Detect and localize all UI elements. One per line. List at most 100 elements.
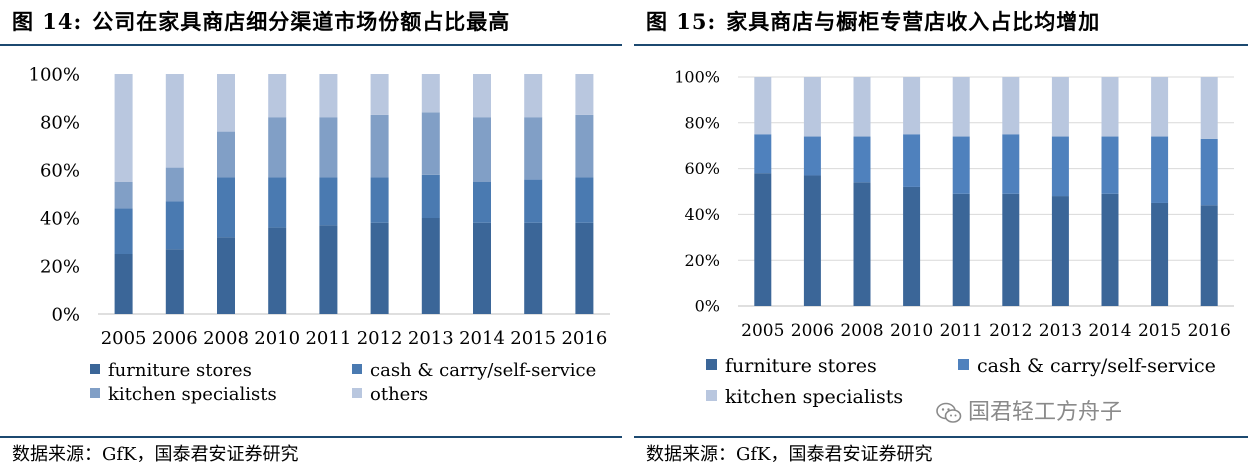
legend-label: cash & carry/self-service bbox=[977, 355, 1216, 377]
legend-swatch bbox=[90, 388, 100, 398]
legend-swatch bbox=[90, 364, 100, 374]
figure-15-top-rule bbox=[634, 44, 1248, 46]
bar-segment-kitchen-specialists bbox=[370, 114, 389, 178]
x-tick-label: 2005 bbox=[101, 328, 147, 349]
bar-segment-cash-carry-self-service bbox=[754, 134, 772, 174]
bar-segment-kitchen-specialists bbox=[114, 182, 133, 209]
legend-label: furniture stores bbox=[108, 360, 252, 381]
bar-segment-kitchen-specialists bbox=[1051, 77, 1069, 137]
bar-segment-kitchen-specialists bbox=[1151, 77, 1169, 137]
legend-label: kitchen specialists bbox=[725, 386, 903, 408]
y-tick-label: 0% bbox=[695, 297, 720, 316]
bar-segment-kitchen-specialists bbox=[473, 117, 491, 182]
bar-segment-others bbox=[524, 74, 543, 118]
y-tick-label: 20% bbox=[40, 256, 80, 277]
figure-15-source: 数据来源：GfK，国泰君安证券研究 bbox=[646, 444, 933, 465]
bar-segment-cash-carry-self-service bbox=[575, 177, 594, 223]
bar-segment-cash-carry-self-service bbox=[903, 134, 921, 187]
figure-15-title: 图 15: 家具商店与橱柜专营店收入占比均增加 bbox=[646, 6, 1100, 36]
y-tick-label: 40% bbox=[684, 205, 720, 224]
bar-segment-furniture-stores bbox=[268, 227, 287, 314]
panel-divider bbox=[627, 0, 628, 470]
bar-segment-furniture-stores bbox=[1101, 193, 1119, 306]
bar-segment-furniture-stores bbox=[319, 225, 338, 314]
bar-segment-furniture-stores bbox=[524, 222, 543, 314]
bar-segment-kitchen-specialists bbox=[165, 167, 184, 202]
bar-segment-furniture-stores bbox=[903, 186, 921, 306]
bar-segment-furniture-stores bbox=[1200, 205, 1218, 306]
bar-segment-cash-carry-self-service bbox=[1151, 136, 1169, 203]
bar-segment-furniture-stores bbox=[421, 218, 440, 314]
bar-segment-kitchen-specialists bbox=[268, 117, 287, 178]
bar-segment-others bbox=[268, 74, 287, 118]
bar-segment-kitchen-specialists bbox=[952, 77, 970, 137]
legend-swatch bbox=[706, 390, 717, 401]
x-tick-label: 2011 bbox=[305, 328, 351, 349]
bar-segment-cash-carry-self-service bbox=[319, 177, 338, 226]
bar-segment-others bbox=[165, 74, 184, 168]
bar-segment-furniture-stores bbox=[165, 249, 184, 314]
bar-segment-furniture-stores bbox=[217, 237, 235, 314]
bar-segment-cash-carry-self-service bbox=[114, 208, 133, 254]
bar-segment-furniture-stores bbox=[473, 222, 491, 314]
bar-segment-furniture-stores bbox=[853, 182, 871, 306]
bar-segment-cash-carry-self-service bbox=[268, 177, 287, 228]
bar-segment-cash-carry-self-service bbox=[1101, 136, 1119, 194]
figure-14-bottom-rule bbox=[0, 436, 622, 438]
bar-segment-cash-carry-self-service bbox=[370, 177, 389, 223]
legend-swatch bbox=[706, 359, 717, 370]
figure-14-title: 图 14: 公司在家具商店细分渠道市场份额占比最高 bbox=[12, 6, 510, 36]
bar-segment-furniture-stores bbox=[114, 254, 133, 314]
bar-segment-cash-carry-self-service bbox=[217, 177, 235, 238]
y-tick-label: 60% bbox=[40, 160, 80, 181]
bar-segment-furniture-stores bbox=[370, 222, 389, 314]
x-tick-label: 2011 bbox=[940, 321, 983, 341]
figure-14-top-rule bbox=[0, 44, 622, 46]
legend-swatch bbox=[352, 364, 362, 374]
bar-segment-kitchen-specialists bbox=[803, 77, 821, 137]
bar-segment-cash-carry-self-service bbox=[1051, 136, 1069, 197]
y-tick-label: 0% bbox=[51, 304, 80, 325]
x-tick-label: 2012 bbox=[989, 321, 1032, 341]
bar-segment-others bbox=[421, 74, 440, 113]
bar-segment-cash-carry-self-service bbox=[803, 136, 821, 176]
y-tick-label: 40% bbox=[40, 208, 80, 229]
bar-segment-furniture-stores bbox=[803, 175, 821, 306]
x-tick-label: 2006 bbox=[791, 321, 834, 341]
legend-label: furniture stores bbox=[725, 355, 877, 377]
bar-segment-kitchen-specialists bbox=[421, 112, 440, 175]
bar-segment-furniture-stores bbox=[952, 193, 970, 306]
bar-segment-cash-carry-self-service bbox=[165, 201, 184, 250]
x-tick-label: 2015 bbox=[1138, 321, 1181, 341]
bar-segment-kitchen-specialists bbox=[319, 117, 338, 178]
bar-segment-kitchen-specialists bbox=[524, 117, 543, 180]
y-tick-label: 80% bbox=[684, 113, 720, 132]
bar-segment-kitchen-specialists bbox=[217, 131, 235, 178]
bar-segment-kitchen-specialists bbox=[754, 77, 772, 135]
bar-segment-cash-carry-self-service bbox=[524, 179, 543, 223]
y-tick-label: 20% bbox=[684, 251, 720, 270]
figure-15-number: 图 15: bbox=[646, 9, 717, 34]
bar-segment-cash-carry-self-service bbox=[853, 136, 871, 183]
bar-segment-furniture-stores bbox=[575, 222, 594, 314]
x-tick-label: 2010 bbox=[254, 328, 300, 349]
bar-segment-others bbox=[473, 74, 491, 118]
bar-segment-kitchen-specialists bbox=[1200, 77, 1218, 139]
figure-14-chart: 0% 20% 40% 60% 80% 100% 2005 2006 2008 2010 2011 20… bbox=[29, 64, 610, 405]
bar-segment-kitchen-specialists bbox=[853, 77, 871, 137]
legend-label: kitchen specialists bbox=[108, 384, 277, 405]
bar-segment-kitchen-specialists bbox=[903, 77, 921, 135]
figure-15-panel: 图 15: 家具商店与橱柜专营店收入占比均增加 0% 20% 40% 60% 80% 100… bbox=[634, 0, 1248, 470]
x-tick-label: 2012 bbox=[357, 328, 403, 349]
x-tick-label: 2014 bbox=[1088, 321, 1131, 341]
watermark: 国君轻工方舟子 bbox=[936, 394, 1122, 426]
y-tick-label: 60% bbox=[684, 159, 720, 178]
x-tick-label: 2010 bbox=[890, 321, 933, 341]
x-tick-label: 2016 bbox=[561, 328, 607, 349]
watermark-text: 国君轻工方舟子 bbox=[968, 400, 1123, 425]
x-tick-label: 2008 bbox=[840, 321, 883, 341]
x-tick-label: 2006 bbox=[152, 328, 198, 349]
bar-segment-furniture-stores bbox=[754, 173, 772, 306]
legend-label: others bbox=[370, 384, 428, 405]
x-tick-label: 2005 bbox=[741, 321, 784, 341]
